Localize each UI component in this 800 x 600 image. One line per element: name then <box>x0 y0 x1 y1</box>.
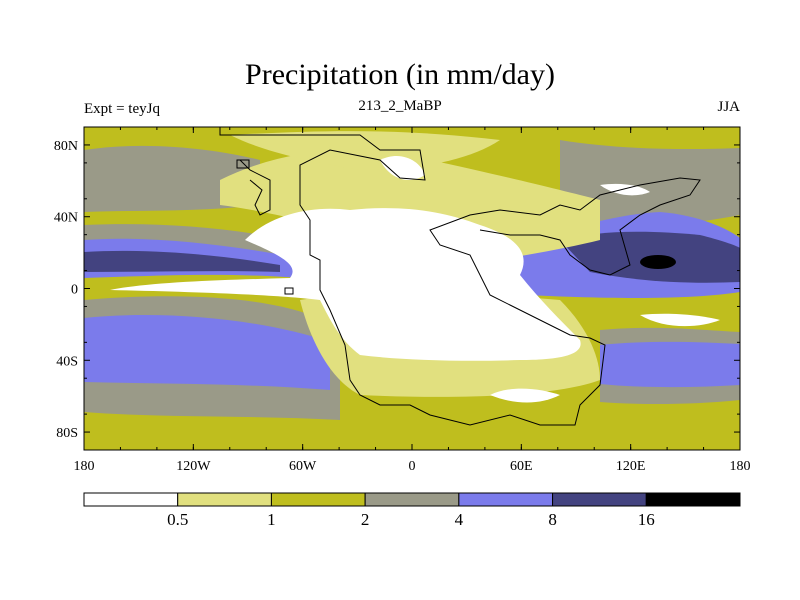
season-label: JJA <box>717 99 740 115</box>
band-2-4-north-east <box>560 140 740 230</box>
lon-tick-label: 120E <box>616 459 646 474</box>
band-below-05-s2 <box>640 313 720 327</box>
lat-tick-label: 80N <box>54 139 78 154</box>
lon-tick-label: 60W <box>289 459 317 474</box>
time-label: 213_2_MaBP <box>358 98 442 114</box>
band-above-16 <box>640 255 676 269</box>
lat-tick-label: 40N <box>54 211 78 226</box>
colorbar-swatch <box>364 492 460 507</box>
colorbar-level-label: 16 <box>638 510 655 529</box>
colorbar-swatch <box>458 492 554 507</box>
colorbar-swatch <box>270 492 366 507</box>
lon-tick-label: 0 <box>409 459 416 474</box>
colorbar-level-label: 2 <box>361 510 370 529</box>
colorbar: 0.5 1 2 4 8 16 <box>83 492 741 529</box>
colorbar-swatch <box>552 492 647 507</box>
lon-tick-label: 180 <box>730 459 751 474</box>
band-4-8-south <box>84 315 330 390</box>
band-8-16-pacific <box>84 250 280 272</box>
colorbar-swatch <box>83 492 179 507</box>
band-05-1-north <box>230 131 500 170</box>
colorbar-swatch <box>177 492 272 507</box>
colorbar-level-label: 8 <box>548 510 557 529</box>
lon-tick-label: 120W <box>176 459 211 474</box>
colorbar-level-label: 1 <box>267 510 276 529</box>
island-outline <box>236 159 250 169</box>
coastline <box>219 127 701 426</box>
island-outline-2 <box>284 287 294 295</box>
band-below-05-n2 <box>600 183 650 196</box>
experiment-label: Expt = teyJq <box>84 101 160 117</box>
band-below-05-africa <box>110 208 581 361</box>
lat-tick-label: 40S <box>56 354 78 369</box>
colorbar-level-label: 0.5 <box>167 510 188 529</box>
coastline-americas <box>239 159 271 216</box>
lat-tick-label: 0 <box>71 283 78 298</box>
lon-tick-label: 180 <box>74 459 95 474</box>
band-2-4-north <box>84 145 260 212</box>
band-below-05-s <box>490 388 560 403</box>
lat-tick-label: 80S <box>56 426 78 441</box>
axis-ticks: 180 120W 60W 0 60E 120E 180 80N 40N 0 40S 80S <box>54 126 751 474</box>
band-below-05-n <box>380 155 425 180</box>
colorbar-swatch <box>645 492 741 507</box>
colorbar-level-label: 4 <box>455 510 464 529</box>
chart-title: Precipitation (in mm/day) <box>245 58 555 91</box>
lon-tick-label: 60E <box>510 459 533 474</box>
band-4-8-south-e <box>600 341 740 388</box>
precipitation-field <box>84 127 740 450</box>
